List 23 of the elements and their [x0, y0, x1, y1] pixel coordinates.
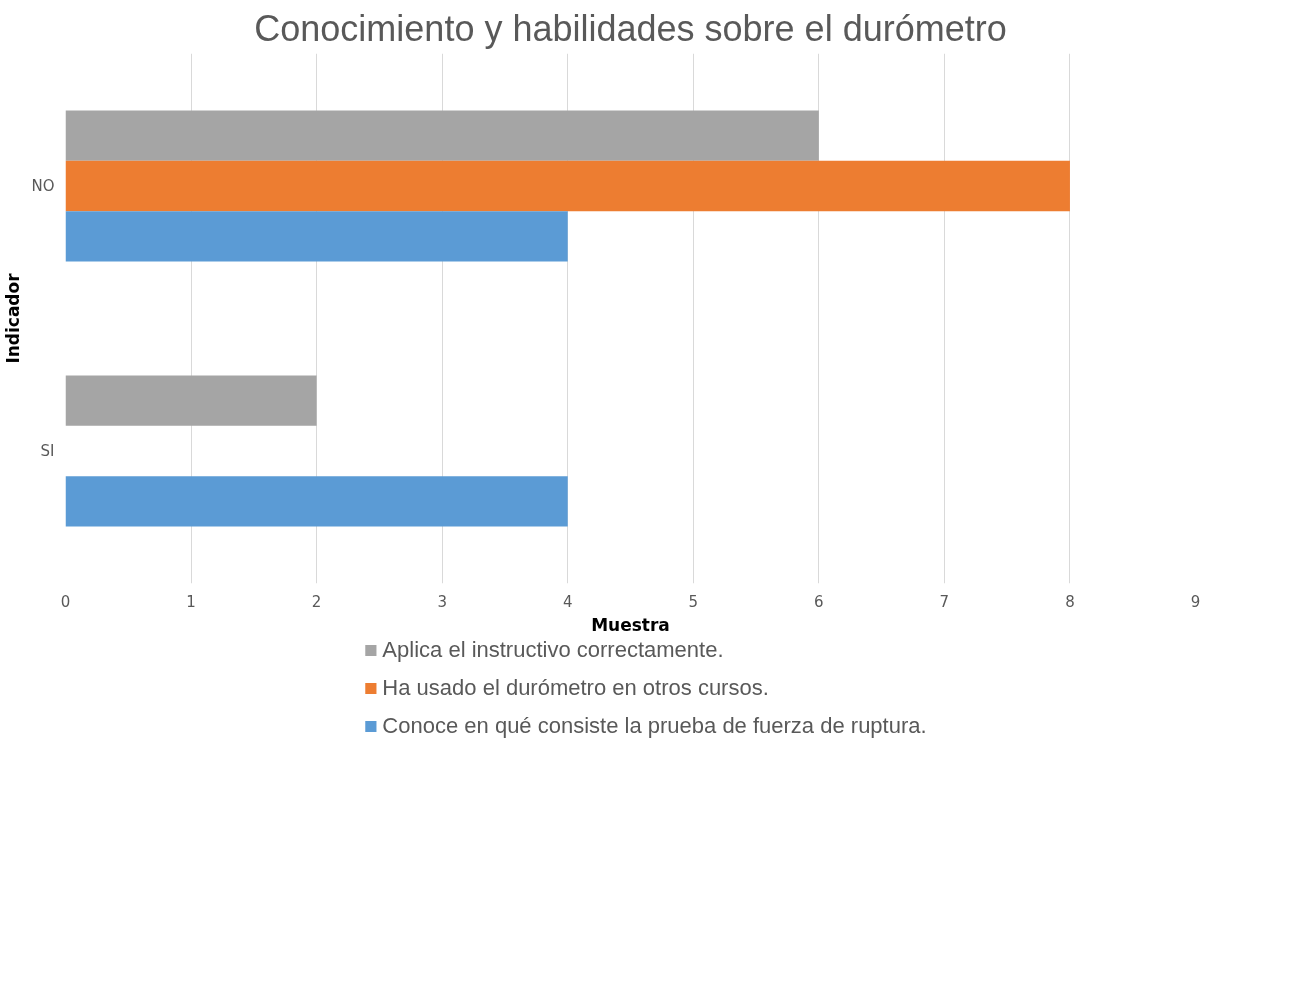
y-tick-label: SI	[40, 442, 55, 460]
x-tick-label: 4	[562, 592, 573, 611]
bar	[65, 110, 819, 161]
legend-label: Aplica el instructivo correctamente.	[382, 637, 724, 663]
x-tick-label: 7	[939, 592, 950, 611]
x-tick-label: 2	[311, 592, 322, 611]
chart-title: Conocimiento y habilidades sobre el durómetro	[254, 7, 1007, 49]
x-tick-label: 0	[60, 592, 71, 611]
x-tick-label: 5	[688, 592, 699, 611]
x-tick-label: 6	[814, 592, 824, 611]
x-tick-label: 3	[437, 592, 447, 611]
x-axis-title: Muestra	[591, 614, 670, 635]
bar	[65, 160, 1070, 212]
bar	[65, 375, 317, 426]
x-tick-label: 1	[186, 592, 196, 611]
y-tick-label: NO	[31, 177, 55, 195]
x-tick-label: 8	[1065, 592, 1075, 611]
bar	[65, 211, 568, 262]
legend-label: Ha usado el durómetro en otros cursos.	[382, 675, 769, 701]
x-tick-label: 9	[1190, 592, 1201, 611]
bar	[65, 476, 568, 527]
y-axis-title: Indicador	[3, 272, 24, 364]
legend-label: Conoce en qué consiste la prueba de fuerza de ruptura.	[382, 713, 927, 739]
